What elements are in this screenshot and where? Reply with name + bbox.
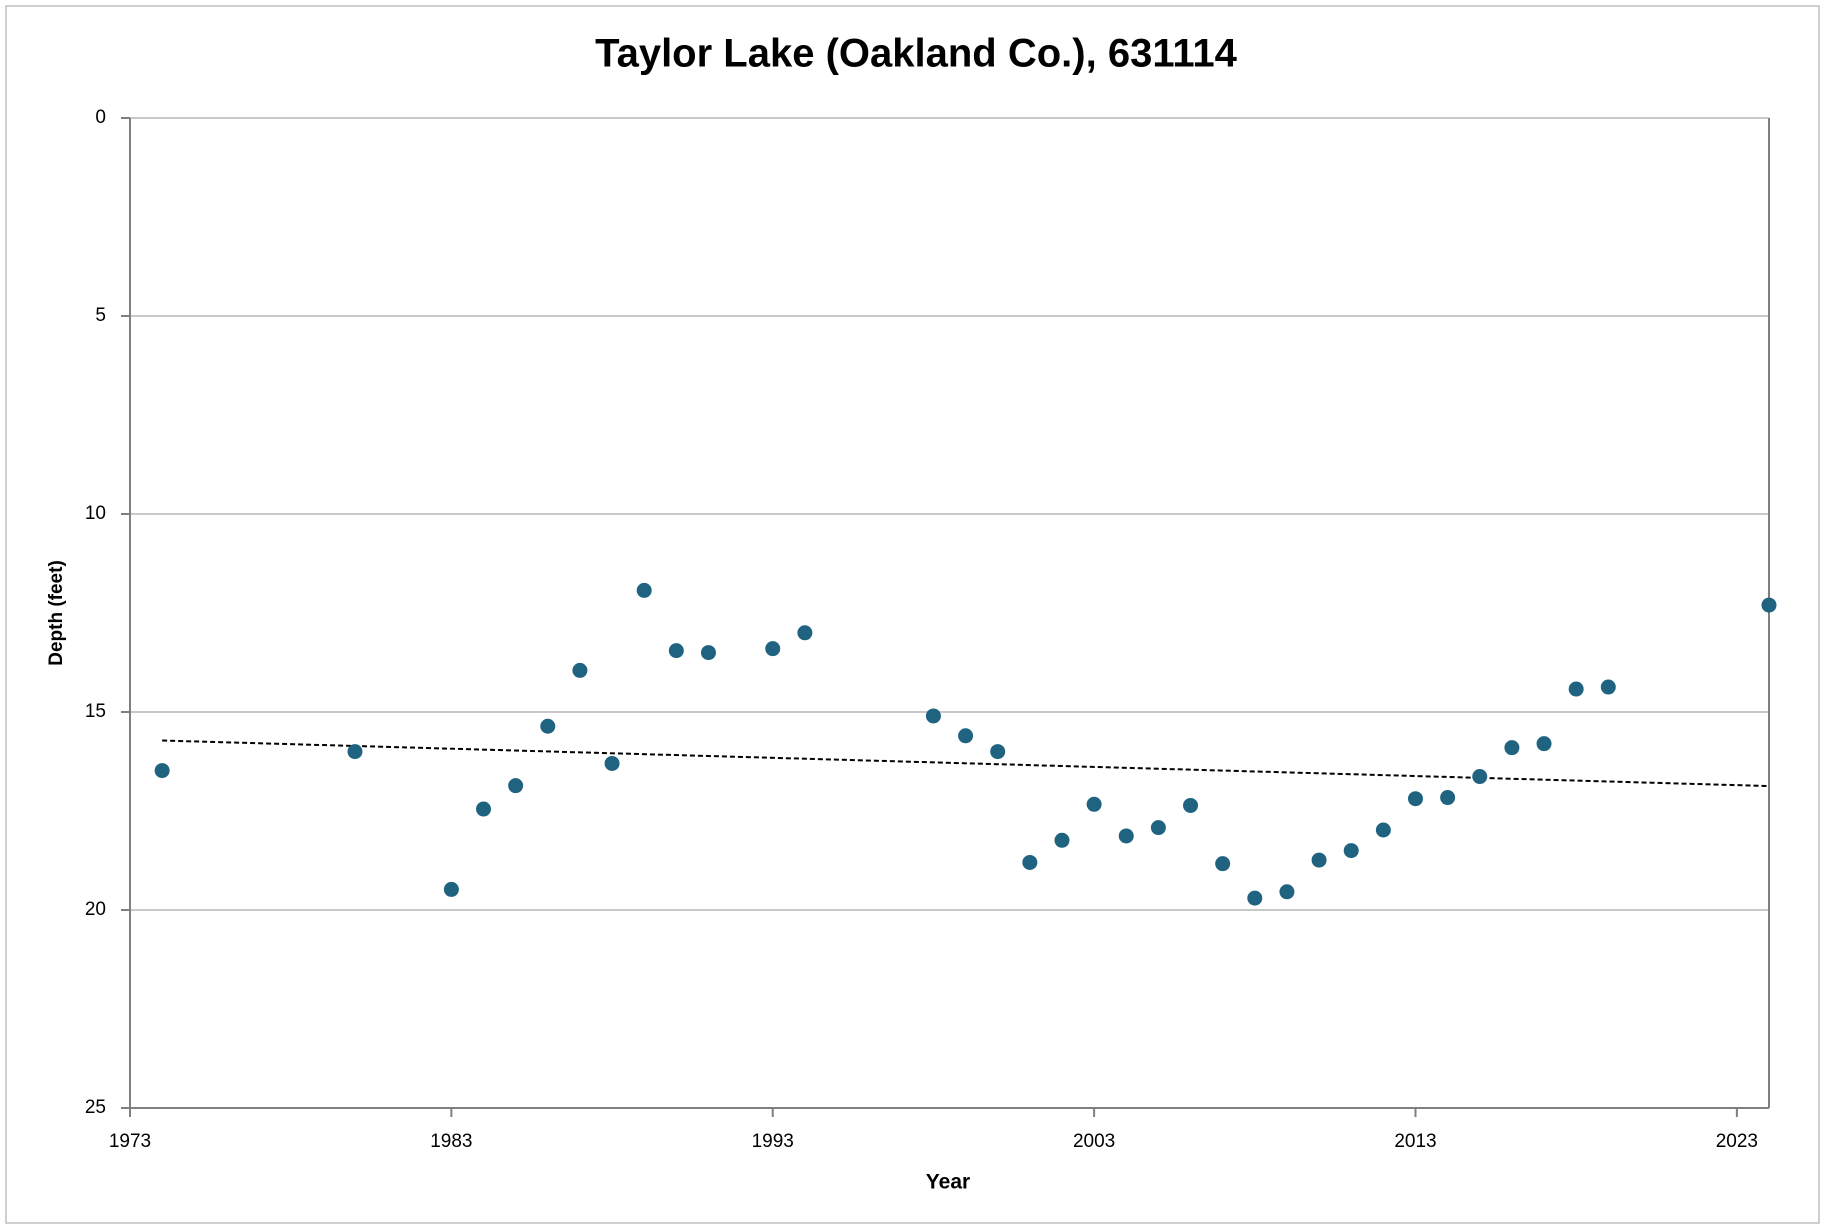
data-point [990,744,1006,760]
data-point [797,625,813,641]
data-point [1440,790,1456,806]
data-point [1536,736,1552,752]
data-point [1054,832,1070,848]
x-tick-label: 2013 [1394,1131,1436,1152]
data-point [765,641,781,657]
x-tick-label: 1973 [109,1131,151,1152]
x-tick-label: 2003 [1073,1131,1115,1152]
data-point [668,643,684,659]
trendline [162,739,1770,788]
data-point [154,763,170,779]
x-tick-label: 1983 [430,1131,472,1152]
data-point [1568,681,1584,697]
data-point [1761,597,1777,613]
data-point [1215,856,1231,872]
data-point [1311,852,1327,868]
data-point [1600,679,1616,695]
y-tick-label: 5 [95,305,106,326]
data-point [1150,820,1166,836]
data-point [347,744,363,760]
data-point [1183,797,1199,813]
data-point [1504,740,1520,756]
data-point [604,755,620,771]
data-point [1279,884,1295,900]
y-tick-label: 15 [85,701,106,722]
y-tick-label: 20 [85,899,106,920]
data-point [1472,769,1488,785]
data-point [1343,843,1359,859]
data-point [1247,890,1263,906]
y-axis-label: Depth (feet) [46,560,67,666]
data-point [572,662,588,678]
y-tick-label: 0 [95,107,106,128]
data-point [443,881,459,897]
data-point [636,582,652,598]
x-tick-label: 1993 [752,1131,794,1152]
data-point [958,728,974,744]
data-point [476,801,492,817]
data-point [1375,822,1391,838]
x-axis-label: Year [926,1171,970,1194]
data-point [540,718,556,734]
y-tick-label: 10 [85,503,106,524]
x-tick-label: 2023 [1716,1131,1758,1152]
data-point [700,645,716,661]
chart-border [5,5,1820,1224]
data-point [508,778,524,794]
data-point [925,708,941,724]
data-point [1118,828,1134,844]
y-tick-label: 25 [85,1097,106,1118]
data-point [1086,796,1102,812]
chart-title: Taylor Lake (Oakland Co.), 631114 [595,32,1238,76]
data-point [1407,791,1423,807]
data-point [1022,854,1038,870]
